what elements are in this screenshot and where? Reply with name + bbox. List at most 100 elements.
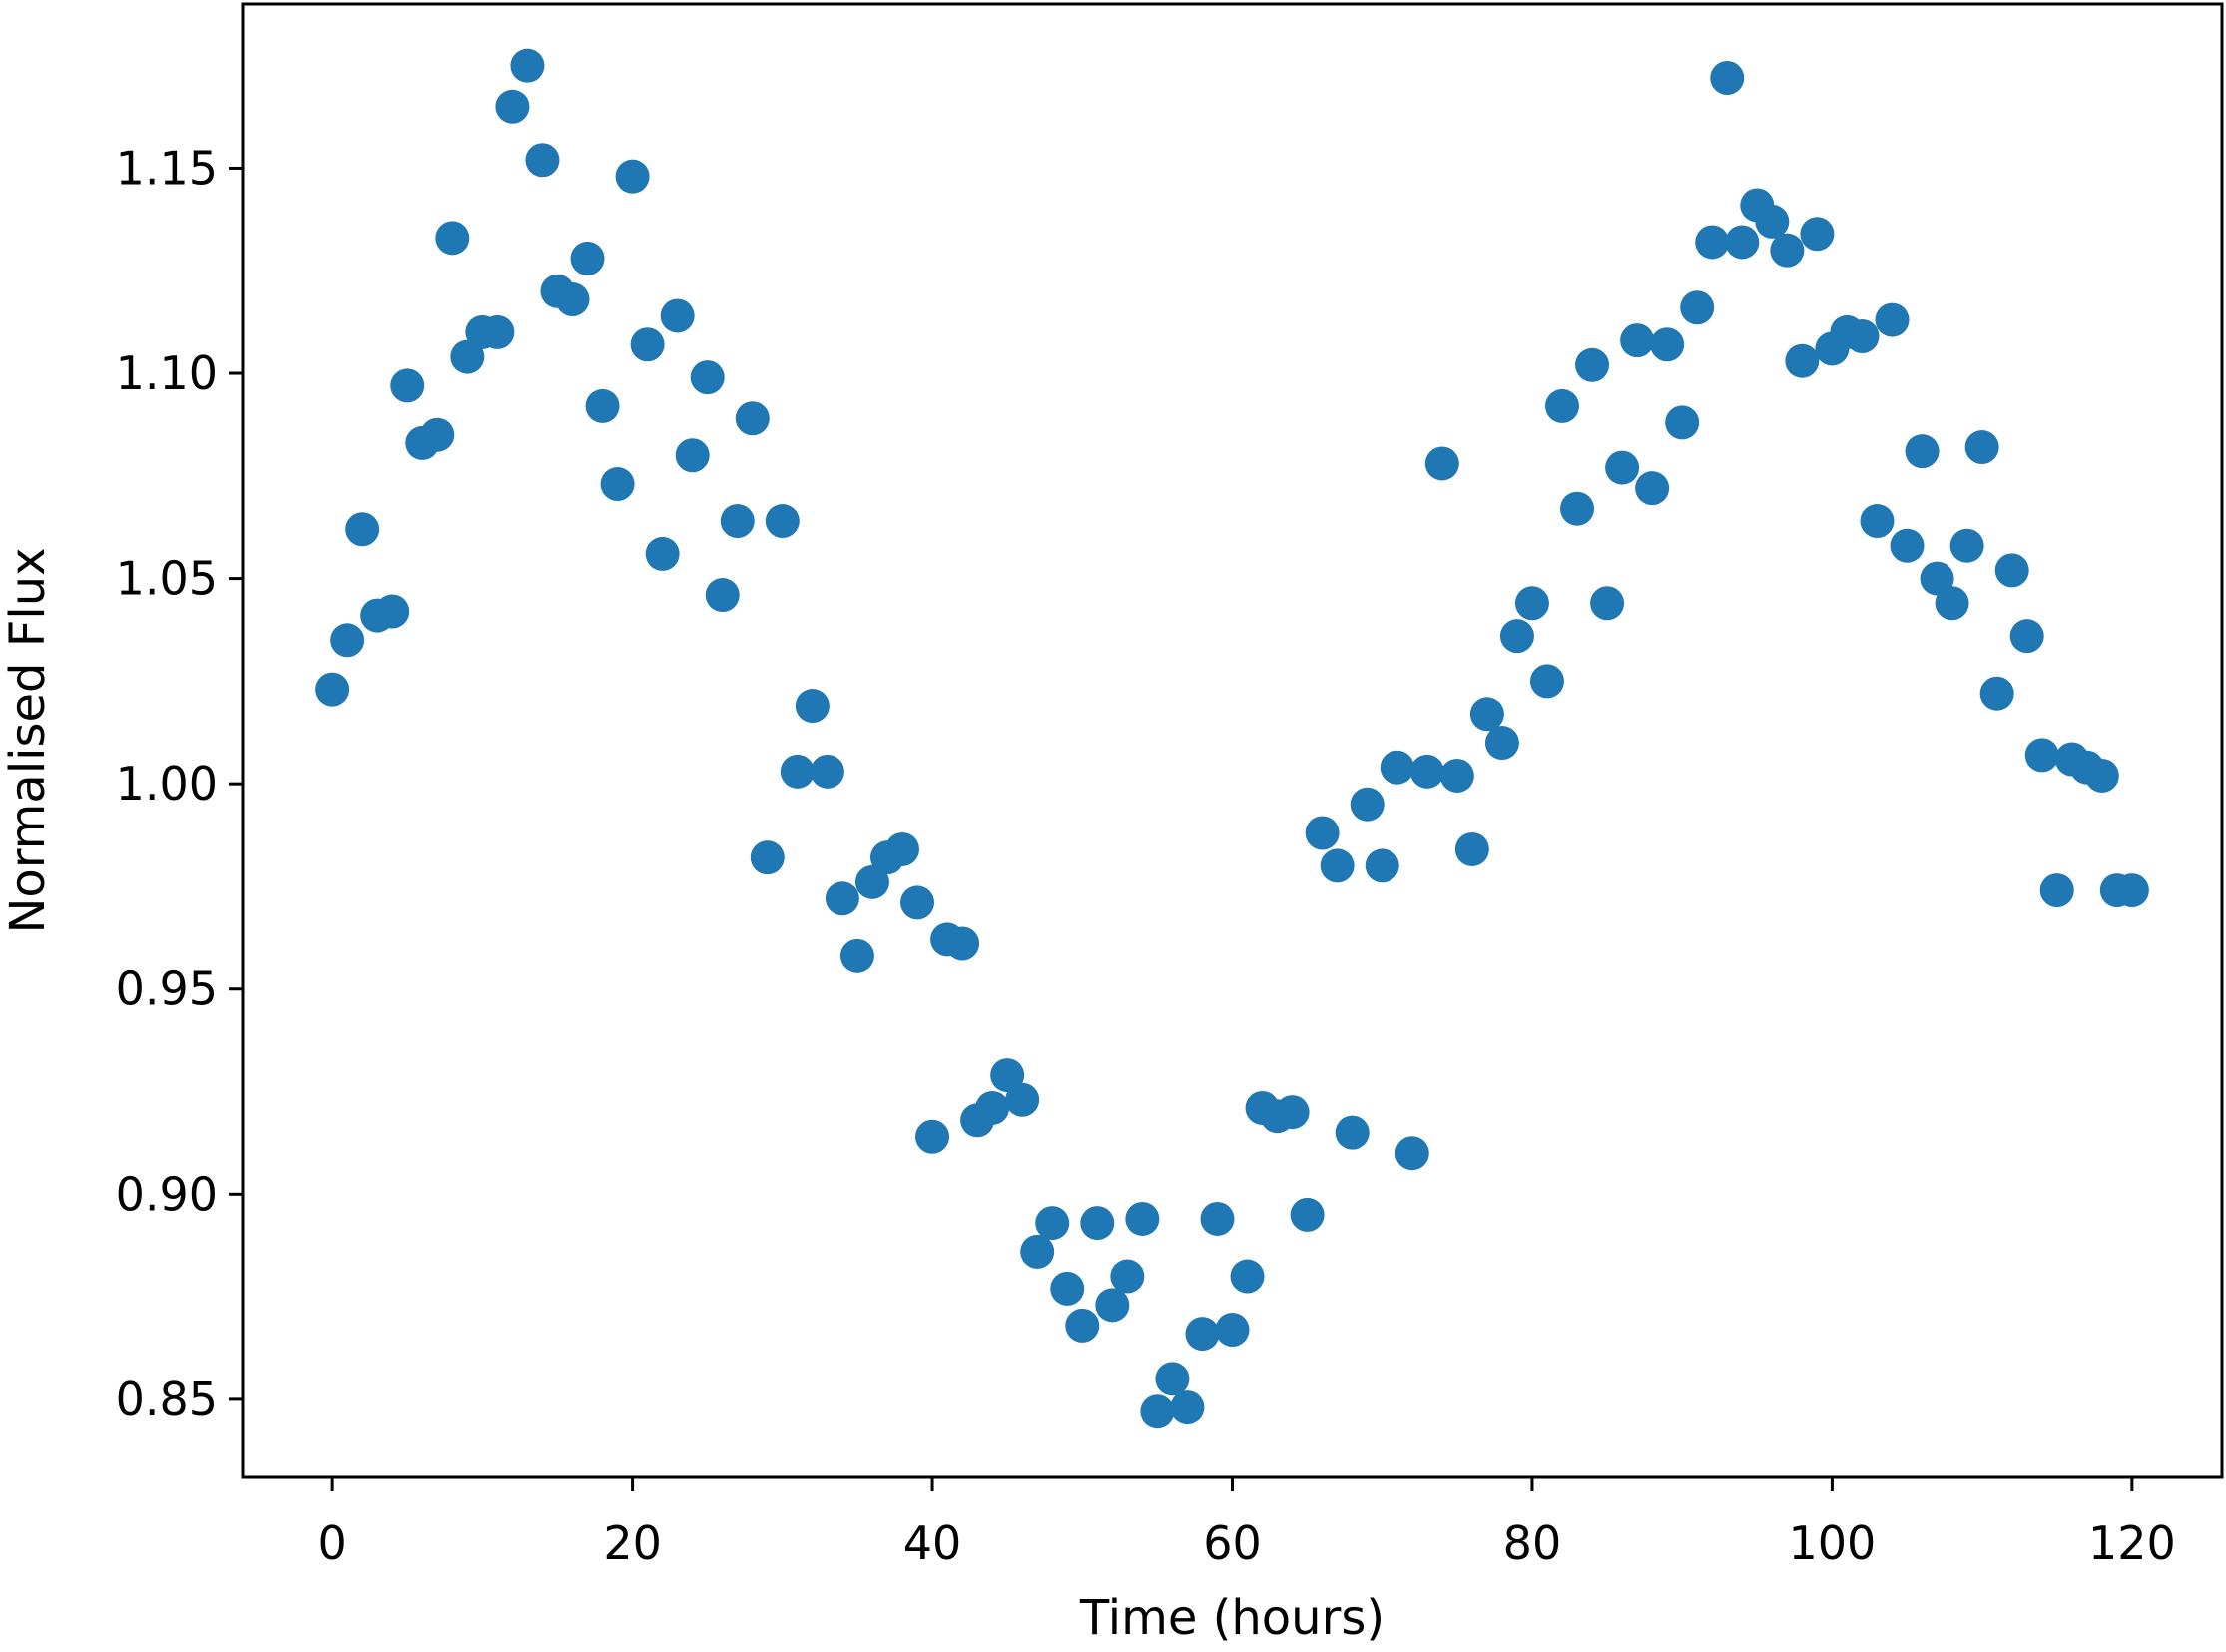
data-point [750,840,785,875]
data-point [1560,491,1595,526]
data-point [1005,1082,1040,1117]
data-point [2084,758,2119,793]
y-tick-label: 1.05 [116,552,218,606]
data-point [1454,831,1489,866]
data-point [690,360,725,395]
data-point [1890,528,1925,563]
data-point [675,438,710,473]
data-point [1305,816,1340,850]
data-point [630,327,665,362]
data-point [1845,319,1880,354]
data-point [1785,343,1820,378]
data-point [1979,676,2014,711]
data-point [885,831,919,866]
data-point [1545,388,1579,423]
data-point [705,578,740,613]
data-point [1065,1308,1100,1343]
data-point [1935,586,1969,621]
data-point [1050,1271,1085,1306]
data-point [1110,1259,1145,1294]
data-point [780,754,815,789]
data-point [1755,204,1790,239]
data-point [839,938,874,973]
data-point [1200,1201,1235,1236]
data-point [555,282,590,317]
data-point [795,689,830,724]
data-point [1499,619,1534,654]
x-tick-label: 0 [317,1516,346,1570]
data-point [1875,302,1910,337]
data-point [1439,758,1474,793]
data-point [510,48,545,83]
data-point [1170,1390,1205,1425]
data-point [1409,754,1444,789]
x-tick-label: 120 [2088,1516,2176,1570]
data-point [1635,471,1670,506]
data-point [1905,434,1940,469]
data-point [1725,225,1760,260]
data-point [1514,586,1549,621]
data-point [854,864,889,899]
data-point [375,594,410,629]
data-point [600,467,635,502]
data-point [345,512,380,547]
data-point [1860,504,1895,539]
data-point [1320,848,1355,883]
data-point [330,623,365,658]
data-point [975,1090,1010,1125]
data-point [495,89,530,124]
data-point [450,339,485,374]
data-point [1469,697,1504,732]
data-point [1140,1394,1175,1429]
data-point [1710,61,1745,96]
data-point [615,159,650,194]
data-point [480,314,515,349]
data-point [420,417,455,452]
data-point [2114,873,2149,908]
y-axis-label: Normalised Flux [0,547,56,933]
data-point [1529,664,1564,699]
x-tick-label: 40 [903,1516,962,1570]
data-point [1125,1201,1160,1236]
data-point [1680,290,1715,325]
data-point [1155,1362,1190,1396]
data-point [2039,873,2074,908]
y-tick-label: 1.15 [116,141,218,195]
y-tick-label: 0.85 [116,1373,218,1426]
data-point [900,885,935,920]
data-point [2009,619,2044,654]
data-point [735,401,770,436]
data-point [825,881,859,916]
y-tick-label: 0.95 [116,962,218,1016]
y-axis-ticks: 0.85 0.90 0.95 1.00 1.05 1.10 1.15 [116,141,243,1426]
data-point [1095,1288,1130,1323]
x-axis-ticks: 0 20 40 60 80 100 120 [317,1477,2176,1570]
y-tick-label: 1.10 [116,346,218,400]
plot-background [243,4,2222,1477]
data-point [1800,217,1835,252]
data-point [1695,225,1730,260]
data-point [1650,327,1685,362]
data-point [810,754,844,789]
data-point [1605,450,1640,485]
data-point [1484,726,1519,761]
x-tick-label: 20 [603,1516,662,1570]
data-point [1994,553,2029,588]
data-point [315,672,350,707]
data-point [570,241,605,275]
data-point [1290,1197,1325,1232]
data-point [1230,1259,1265,1294]
data-point [1365,848,1399,883]
data-point [1424,446,1459,481]
y-tick-label: 0.90 [116,1167,218,1221]
data-point [915,1119,950,1154]
data-point [1350,787,1385,822]
data-point [1080,1206,1115,1241]
data-point [720,504,755,539]
data-point [660,298,695,333]
data-point [525,143,560,178]
data-point [1949,528,1984,563]
data-point [1035,1206,1070,1241]
data-point [1620,323,1655,358]
